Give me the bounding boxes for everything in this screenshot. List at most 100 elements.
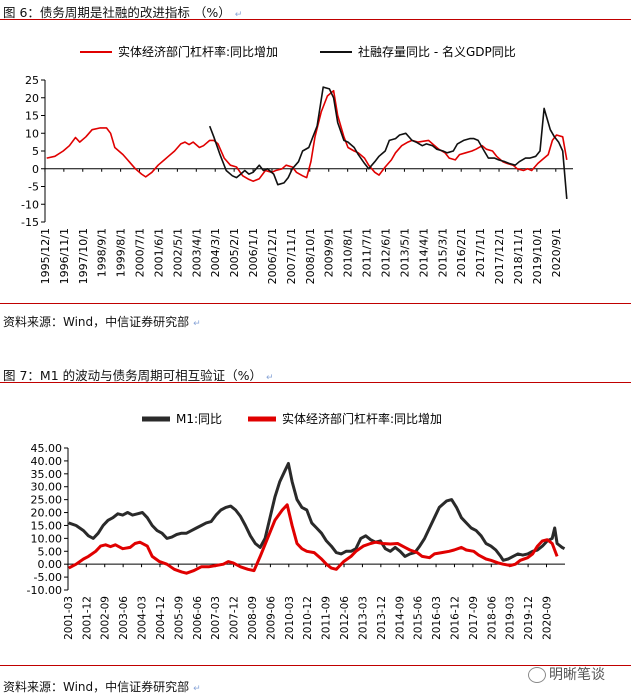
fig1-y-tick-label: 25 bbox=[25, 74, 39, 87]
fig1-x-tick-label: 2001/6/1 bbox=[152, 228, 165, 277]
fig1-x-tick-label: 2006/1/1 bbox=[247, 228, 260, 277]
fig2-x-tick-label: 2002-09 bbox=[100, 596, 112, 640]
fig2-x-tick-label: 2018-06 bbox=[486, 596, 498, 640]
fig2-x-tick-label: 2007-03 bbox=[210, 596, 222, 640]
fig2-x-tick-label: 2012-06 bbox=[339, 596, 351, 640]
fig1-x-tick-label: 1997/10/1 bbox=[77, 228, 90, 284]
fig1-x-tick-label: 2009/9/1 bbox=[323, 228, 336, 277]
fig2-y-tick-label: 25.00 bbox=[31, 494, 63, 507]
fig1-x-tick-label: 2010/8/1 bbox=[342, 228, 355, 277]
fig1-y-tick-label: -10 bbox=[21, 198, 39, 211]
fig2-y-tick-label: 5.00 bbox=[38, 545, 63, 558]
fig2-x-tick-label: 2011-09 bbox=[321, 596, 333, 640]
fig2-y-tick-label: 30.00 bbox=[31, 481, 63, 494]
fig1-x-tick-label: 2020/9/1 bbox=[550, 228, 563, 277]
fig1-x-tick-label: 1996/11/1 bbox=[58, 228, 71, 284]
fig1-x-tick-label: 2019/10/1 bbox=[531, 228, 544, 284]
fig1-x-tick-label: 2005/2/1 bbox=[228, 228, 241, 277]
figure1-title: 图 6：债务周期是社融的改进指标 （%） ↵ bbox=[3, 5, 243, 20]
fig1-x-tick-label: 2004/3/1 bbox=[209, 228, 222, 277]
fig1-x-tick-label: 1995/12/1 bbox=[39, 228, 52, 284]
fig2-x-tick-label: 2013-03 bbox=[357, 596, 369, 640]
fig2-x-tick-label: 2004-12 bbox=[155, 596, 167, 640]
fig1-x-tick-label: 2000/7/1 bbox=[134, 228, 147, 277]
fig2-x-tick-label: 2019-03 bbox=[505, 596, 517, 640]
fig2-y-tick-label: 35.00 bbox=[31, 468, 63, 481]
fig1-x-tick-label: 1998/9/1 bbox=[96, 228, 109, 277]
fig1-series-line-2 bbox=[208, 86, 568, 199]
fig2-x-tick-label: 2016-03 bbox=[431, 596, 443, 640]
fig1-x-tick-label: 2017/1/1 bbox=[474, 228, 487, 277]
fig2-x-tick-label: 2004-03 bbox=[137, 596, 149, 640]
fig1-x-tick-label: 2002/5/1 bbox=[171, 228, 184, 277]
fig2-x-tick-label: 2017-09 bbox=[468, 596, 480, 640]
fig2-x-tick-label: 2008-09 bbox=[247, 596, 259, 640]
fig2-y-tick-label: 0.00 bbox=[38, 558, 63, 571]
wechat-icon bbox=[528, 667, 546, 683]
figure1-source: 资料来源：Wind，中信证券研究部 ↵ bbox=[3, 315, 201, 329]
fig1-x-tick-label: 2016/2/1 bbox=[455, 228, 468, 277]
fig2-x-tick-label: 2016-12 bbox=[449, 596, 461, 640]
fig2-x-tick-label: 2019-12 bbox=[523, 596, 535, 640]
fig1-y-tick-label: 20 bbox=[25, 92, 39, 105]
fig1-y-tick-label: 15 bbox=[25, 110, 39, 123]
fig1-y-tick-label: 0 bbox=[32, 163, 39, 176]
fig2-y-tick-label: -10.00 bbox=[27, 584, 62, 597]
return-mark-icon: ↵ bbox=[266, 373, 274, 383]
fig2-x-tick-label: 2010-03 bbox=[284, 596, 296, 640]
fig1-x-tick-label: 2007/11/1 bbox=[285, 228, 298, 284]
fig2-y-tick-label: 40.00 bbox=[31, 455, 63, 468]
fig1-x-tick-label: 2018/11/1 bbox=[512, 228, 525, 284]
fig2-series-line-2 bbox=[68, 503, 559, 575]
fig1-x-tick-label: 2006/12/1 bbox=[266, 228, 279, 284]
fig2-x-tick-label: 2013-12 bbox=[376, 596, 388, 640]
fig1-x-tick-label: 2008/10/1 bbox=[304, 228, 317, 284]
figure2-chart: -10.00-5.000.005.0010.0015.0020.0025.003… bbox=[27, 411, 566, 640]
fig1-y-tick-label: -15 bbox=[21, 216, 39, 229]
fig1-legend-label-1: 实体经济部门杠杆率:同比增加 bbox=[118, 44, 278, 59]
fig2-x-tick-label: 2009-06 bbox=[265, 596, 277, 640]
fig2-y-tick-label: -5.00 bbox=[34, 571, 62, 584]
fig2-x-tick-label: 2001-03 bbox=[63, 596, 75, 640]
figure1-source-rule bbox=[0, 303, 631, 304]
fig1-x-tick-label: 2012/6/1 bbox=[380, 228, 393, 277]
fig2-x-tick-label: 2006-06 bbox=[192, 596, 204, 640]
fig2-x-tick-label: 2015-06 bbox=[413, 596, 425, 640]
fig1-x-tick-label: 2017/12/1 bbox=[493, 228, 506, 284]
figure1-title-rule bbox=[0, 19, 631, 20]
fig2-x-tick-label: 2010-12 bbox=[302, 596, 314, 640]
fig2-series-line-1 bbox=[68, 462, 566, 562]
fig2-y-tick-label: 20.00 bbox=[31, 507, 63, 520]
fig2-y-tick-label: 45.00 bbox=[31, 442, 63, 455]
figure2-title: 图 7：M1 的波动与债务周期可相互验证（%） ↵ bbox=[3, 368, 274, 383]
fig1-x-tick-label: 2013/5/1 bbox=[398, 228, 411, 277]
fig1-y-tick-label: -5 bbox=[28, 181, 39, 194]
return-mark-icon: ↵ bbox=[193, 319, 201, 329]
fig1-x-tick-label: 2011/7/1 bbox=[361, 228, 374, 277]
figure2-title-rule bbox=[0, 382, 631, 383]
fig1-y-tick-label: 5 bbox=[32, 145, 39, 158]
figure1-chart: -15 -10 -5 0 5 10 15 20 25 1995/12/1 1996/11/1 1997… bbox=[21, 44, 573, 284]
return-mark-icon: ↵ bbox=[234, 10, 243, 20]
fig2-y-tick-label: 10.00 bbox=[31, 532, 63, 545]
fig1-y-tick-label: 10 bbox=[25, 127, 39, 140]
fig2-x-tick-label: 2005-09 bbox=[173, 596, 185, 640]
fig2-x-tick-label: 2007-12 bbox=[229, 596, 241, 640]
fig1-x-tick-label: 2014/4/1 bbox=[417, 228, 430, 277]
fig1-x-tick-label: 2015/3/1 bbox=[436, 228, 449, 277]
fig1-legend-label-2: 社融存量同比 - 名义GDP同比 bbox=[358, 44, 516, 59]
fig1-series-line-1 bbox=[46, 89, 568, 182]
figure2-source-rule bbox=[0, 665, 631, 666]
figure2-source: 资料来源：Wind，中信证券研究部 ↵ bbox=[3, 680, 201, 694]
fig2-x-tick-label: 2014-09 bbox=[394, 596, 406, 640]
fig2-y-tick-label: 15.00 bbox=[31, 519, 63, 532]
fig1-x-tick-label: 2003/4/1 bbox=[190, 228, 203, 277]
fig2-legend-label-2: 实体经济部门杠杆率:同比增加 bbox=[282, 411, 442, 426]
fig2-x-tick-label: 2003-06 bbox=[118, 596, 130, 640]
return-mark-icon: ↵ bbox=[193, 684, 201, 694]
watermark: 明晰笔谈 bbox=[528, 664, 605, 684]
fig2-x-tick-label: 2020-09 bbox=[542, 596, 554, 640]
fig2-x-tick-label: 2001-12 bbox=[81, 596, 93, 640]
fig1-x-tick-label: 1999/8/1 bbox=[115, 228, 128, 277]
fig2-legend-label-1: M1:同比 bbox=[176, 412, 222, 426]
